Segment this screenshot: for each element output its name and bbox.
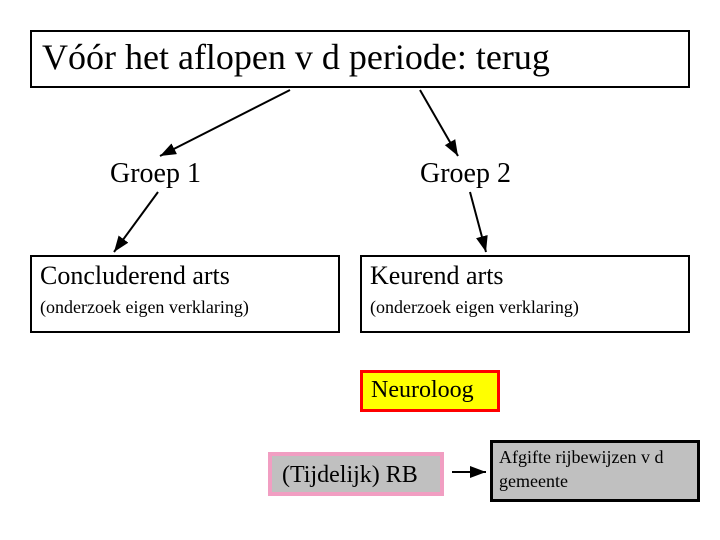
keurend-box: Keurend arts (onderzoek eigen verklaring…: [360, 255, 690, 333]
arrow-title-to-g2: [420, 90, 458, 156]
concluderend-sub: (onderzoek eigen verklaring): [40, 297, 249, 318]
title-text: Vóór het aflopen v d periode: terug: [42, 36, 550, 78]
group2-label: Groep 2: [420, 158, 511, 190]
tijdelijk-rb-text: (Tijdelijk) RB: [282, 462, 418, 489]
arrow-g1-to-left: [114, 192, 158, 252]
title-box: Vóór het aflopen v d periode: terug: [30, 30, 690, 88]
concluderend-title: Concluderend arts: [40, 261, 230, 291]
group1-label: Groep 1: [110, 158, 201, 190]
keurend-sub: (onderzoek eigen verklaring): [370, 297, 579, 318]
arrow-title-to-g1: [160, 90, 290, 156]
keurend-title: Keurend arts: [370, 261, 504, 291]
neuroloog-box: Neuroloog: [360, 370, 500, 412]
neuroloog-text: Neuroloog: [371, 377, 474, 404]
afgifte-box: Afgifte rijbewijzen v d gemeente: [490, 440, 700, 502]
concluderend-box: Concluderend arts (onderzoek eigen verkl…: [30, 255, 340, 333]
arrow-g2-to-right: [470, 192, 486, 252]
afgifte-line1: Afgifte rijbewijzen v d: [499, 447, 663, 468]
afgifte-line2: gemeente: [499, 471, 568, 492]
tijdelijk-rb-box: (Tijdelijk) RB: [268, 452, 444, 496]
